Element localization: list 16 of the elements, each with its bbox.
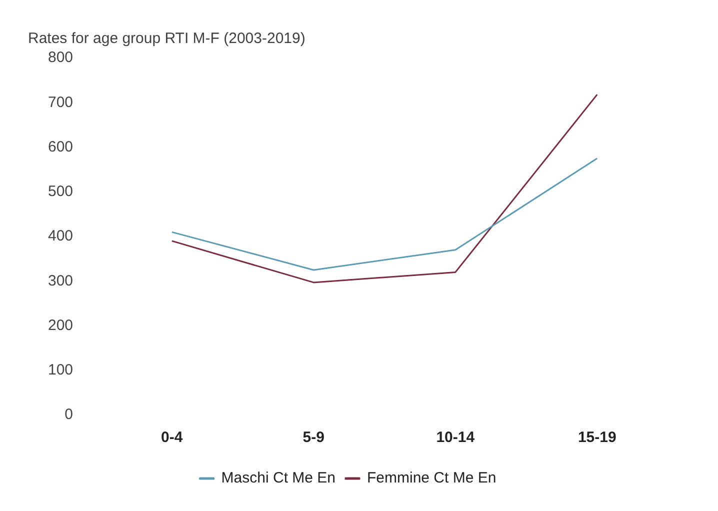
legend-label: Femmine Ct Me En — [367, 470, 496, 487]
x-tick-label: 15-19 — [578, 429, 616, 446]
y-tick-label: 500 — [48, 183, 74, 200]
y-tick-label: 0 — [64, 406, 74, 424]
x-tick-label: 0-4 — [161, 429, 184, 446]
y-tick-label: 800 — [48, 49, 74, 66]
y-tick-label: 300 — [48, 272, 74, 290]
y-tick-label: 600 — [48, 138, 74, 156]
chart-title: Rates for age group RTI M-F (2003-2019) — [28, 30, 306, 48]
y-tick-label: 400 — [48, 228, 74, 245]
y-tick-label: 200 — [48, 316, 74, 334]
x-tick-label: 5-9 — [302, 429, 324, 446]
y-tick-label: 700 — [48, 94, 74, 111]
legend-label: Maschi Ct Me En — [221, 470, 336, 487]
x-tick-label: 10-14 — [436, 429, 476, 446]
y-tick-label: 100 — [48, 362, 74, 379]
